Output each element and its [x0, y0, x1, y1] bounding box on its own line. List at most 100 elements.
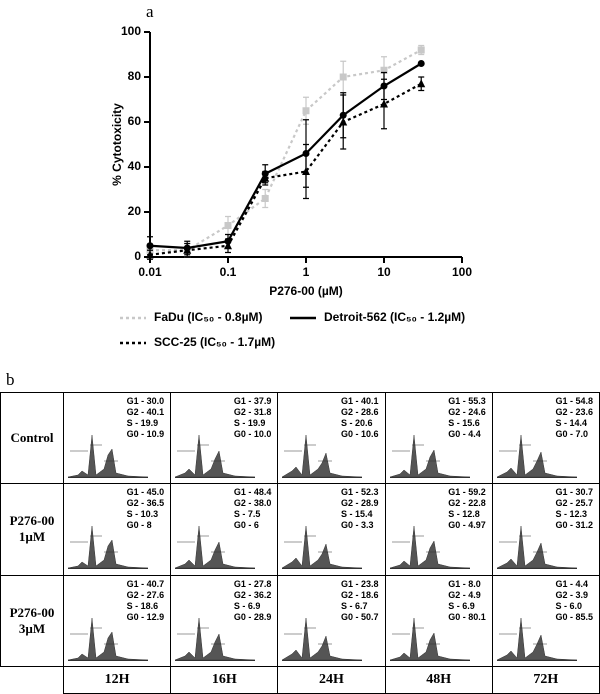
legend-label: Detroit-562 (IC₅₀ - 1.2µM) — [324, 310, 465, 324]
cell-stats: G1 - 40.7 G2 - 27.6 S - 18.6 G0 - 12.9 — [127, 579, 165, 623]
stat-line: G2 - 22.8 — [448, 498, 486, 509]
histogram-shape — [68, 435, 148, 478]
histogram-shape — [282, 526, 363, 569]
chart: 0 20 40 60 80 100 0.01 0.1 1 10 100 P276-00 (µM) % C… — [110, 24, 472, 349]
histogram — [68, 435, 148, 479]
legend-label: FaDu (IC₅₀ - 0.8µM) — [154, 310, 263, 324]
stat-line: G1 - 48.4 — [233, 487, 272, 498]
table-cell: G1 - 30.0 G2 - 40.1 S - 19.9 G0 - 10.9 — [62, 391, 172, 485]
histogram-shape — [496, 435, 577, 478]
stat-line: G1 - 55.3 — [448, 396, 486, 407]
gate-markers — [498, 444, 547, 462]
cell-stats: G1 - 48.4 G2 - 38.0 S - 7.5 G0 - 6 — [234, 487, 272, 531]
data-point — [417, 46, 425, 54]
stat-line: G0 - 8 — [126, 520, 152, 531]
cell-stats: G1 - 55.3 G2 - 24.6 S - 15.6 G0 - 4.4 — [448, 396, 486, 440]
stat-line: S - 6.0 — [555, 600, 582, 611]
cell-panel: G1 - 8.0 G2 - 4.9 S - 6.9 G0 - 80.1 — [386, 576, 492, 666]
stat-line: G0 - 31.2 — [555, 520, 593, 531]
data-point — [339, 117, 348, 126]
data-point — [261, 173, 270, 182]
series-line — [149, 62, 422, 250]
y-tick-label: 20 — [128, 204, 142, 218]
stat-line: G2 - 25.7 — [555, 498, 593, 509]
cell-panel: G1 - 54.8 G2 - 23.6 S - 14.4 G0 - 7.0 — [493, 393, 599, 483]
stat-line: S - 19.9 — [126, 418, 159, 429]
data-point — [224, 222, 232, 229]
histogram-shape — [175, 526, 256, 569]
stat-line: G0 - 10.0 — [233, 429, 272, 440]
histogram — [496, 526, 577, 570]
stat-line: G1 - 54.8 — [555, 396, 593, 407]
column-header: 12H — [62, 666, 172, 694]
data-point — [417, 60, 425, 67]
stat-line: G0 - 6 — [233, 520, 259, 531]
cell-stats: G1 - 45.0 G2 - 36.5 S - 10.3 G0 - 8 — [127, 487, 165, 531]
stat-line: G2 - 36.2 — [233, 589, 272, 600]
series-line — [150, 49, 422, 252]
cell-stats: G1 - 8.0 G2 - 4.9 S - 6.9 G0 - 80.1 — [448, 579, 486, 623]
histogram-shape — [496, 617, 577, 661]
cell-panel: G1 - 40.1 G2 - 28.6 S - 20.6 G0 - 10.6 — [278, 393, 384, 483]
stat-line: G0 - 10.6 — [341, 429, 379, 440]
data-point — [261, 195, 269, 202]
cell-panel: G1 - 27.8 G2 - 36.2 S - 6.9 G0 - 28.9 — [171, 576, 277, 666]
header-row: 12H 16H 24H 48H 72H — [1, 666, 600, 694]
panel-label: b — [6, 370, 15, 389]
cell-panel: G1 - 59.2 G2 - 22.8 S - 12.8 G0 - 4.97 — [386, 484, 492, 574]
histogram — [282, 526, 363, 570]
histogram-shape — [282, 435, 363, 478]
stat-line: S - 7.5 — [233, 509, 261, 520]
histogram-shape — [496, 526, 577, 569]
stat-line: G0 - 50.7 — [341, 611, 379, 622]
stat-line: G1 - 45.0 — [126, 487, 165, 498]
cell-panel: G1 - 52.3 G2 - 28.9 S - 15.4 G0 - 3.3 — [278, 484, 384, 574]
cell-cycle-table: Control G1 - 30.0 G2 - 40.1 S - 19.9 G0 - 10… — [0, 391, 600, 694]
cell-panel: G1 - 40.7 G2 - 27.6 S - 18.6 G0 - 12.9 — [64, 576, 170, 666]
table-cell: G1 - 59.2 G2 - 22.8 S - 12.8 G0 - 4.97 — [384, 483, 493, 576]
x-tick-label: 100 — [452, 265, 472, 279]
stat-line: G2 - 3.9 — [555, 589, 588, 600]
stat-line: G1 - 30.0 — [126, 396, 165, 407]
gate-markers — [70, 536, 118, 553]
stat-line: S - 20.6 — [341, 418, 373, 429]
cell-panel: G1 - 48.4 G2 - 38.0 S - 7.5 G0 - 6 — [171, 484, 277, 574]
histogram-shape — [282, 617, 363, 661]
table-cell: G1 - 23.8 G2 - 18.6 S - 6.7 G0 - 50.7 — [277, 574, 386, 668]
table-cell: G1 - 54.8 G2 - 23.6 S - 14.4 G0 - 7.0 — [491, 391, 600, 485]
column-header: 16H — [170, 666, 279, 694]
data-point — [224, 241, 232, 250]
column-header: 48H — [384, 666, 493, 694]
stat-line: S - 19.9 — [233, 418, 266, 429]
cell-panel: G1 - 4.4 G2 - 3.9 S - 6.0 G0 - 85.5 — [493, 576, 599, 666]
cell-stats: G1 - 23.8 G2 - 18.6 S - 6.7 G0 - 50.7 — [341, 579, 379, 623]
stat-line: G0 - 4.97 — [448, 520, 486, 531]
row-header: Control — [0, 391, 64, 485]
table-cell: G1 - 45.0 G2 - 36.5 S - 10.3 G0 - 8 — [62, 483, 172, 576]
x-tick-label: 1 — [303, 265, 310, 279]
cell-panel: G1 - 45.0 G2 - 36.5 S - 10.3 G0 - 8 — [64, 484, 170, 574]
stat-line: G1 - 40.7 — [126, 578, 165, 589]
table-cell: G1 - 48.4 G2 - 38.0 S - 7.5 G0 - 6 — [170, 483, 279, 576]
histogram — [68, 526, 148, 570]
histogram — [282, 435, 363, 479]
cell-panel: G1 - 55.3 G2 - 24.6 S - 15.6 G0 - 4.4 — [386, 393, 492, 483]
cell-stats: G1 - 27.8 G2 - 36.2 S - 6.9 G0 - 28.9 — [234, 579, 272, 623]
gate-markers — [70, 444, 118, 462]
table-cell: G1 - 55.3 G2 - 24.6 S - 15.6 G0 - 4.4 — [384, 391, 493, 485]
stat-line: S - 12.3 — [555, 509, 587, 520]
gate-markers — [177, 444, 226, 462]
table-cell: G1 - 4.4 G2 - 3.9 S - 6.0 G0 - 85.5 — [491, 574, 600, 668]
histogram — [389, 435, 470, 479]
stat-line: S - 6.9 — [448, 600, 475, 611]
data-point — [339, 73, 347, 81]
table-cell: G1 - 30.7 G2 - 25.7 S - 12.3 G0 - 31.2 — [491, 483, 600, 576]
histogram-shape — [68, 617, 148, 661]
gate-markers — [391, 444, 440, 462]
gate-markers — [498, 536, 547, 553]
stat-line: G2 - 24.6 — [448, 407, 486, 418]
legend-label: SCC-25 (IC₅₀ - 1.7µM) — [154, 335, 275, 349]
stat-line: G2 - 36.5 — [126, 498, 165, 509]
histogram — [68, 617, 148, 661]
stat-line: G2 - 38.0 — [233, 498, 272, 509]
